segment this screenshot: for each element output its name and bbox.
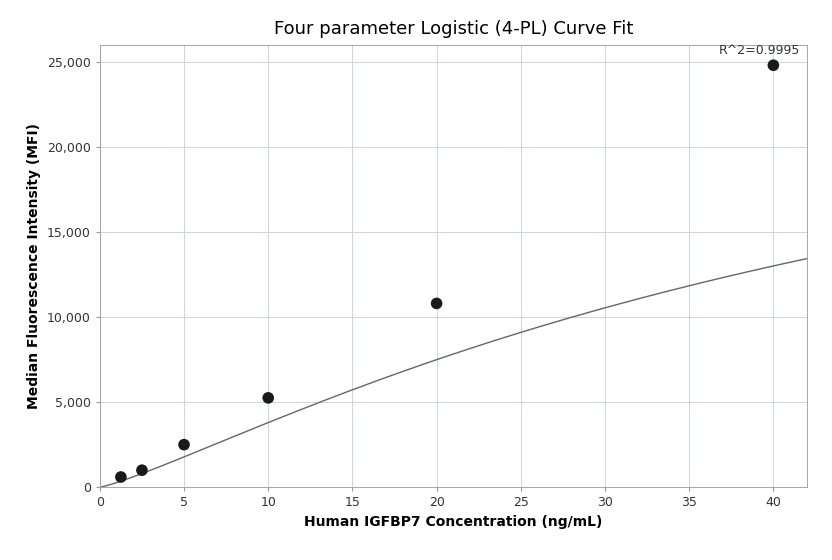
Title: Four parameter Logistic (4-PL) Curve Fit: Four parameter Logistic (4-PL) Curve Fit — [274, 20, 633, 38]
Point — [136, 466, 149, 475]
X-axis label: Human IGFBP7 Concentration (ng/mL): Human IGFBP7 Concentration (ng/mL) — [305, 515, 602, 529]
Point — [430, 299, 443, 308]
Point — [114, 473, 127, 482]
Y-axis label: Median Fluorescence Intensity (MFI): Median Fluorescence Intensity (MFI) — [27, 123, 42, 409]
Point — [177, 440, 191, 449]
Point — [261, 393, 275, 402]
Text: R^2=0.9995: R^2=0.9995 — [719, 44, 800, 57]
Point — [767, 60, 780, 69]
